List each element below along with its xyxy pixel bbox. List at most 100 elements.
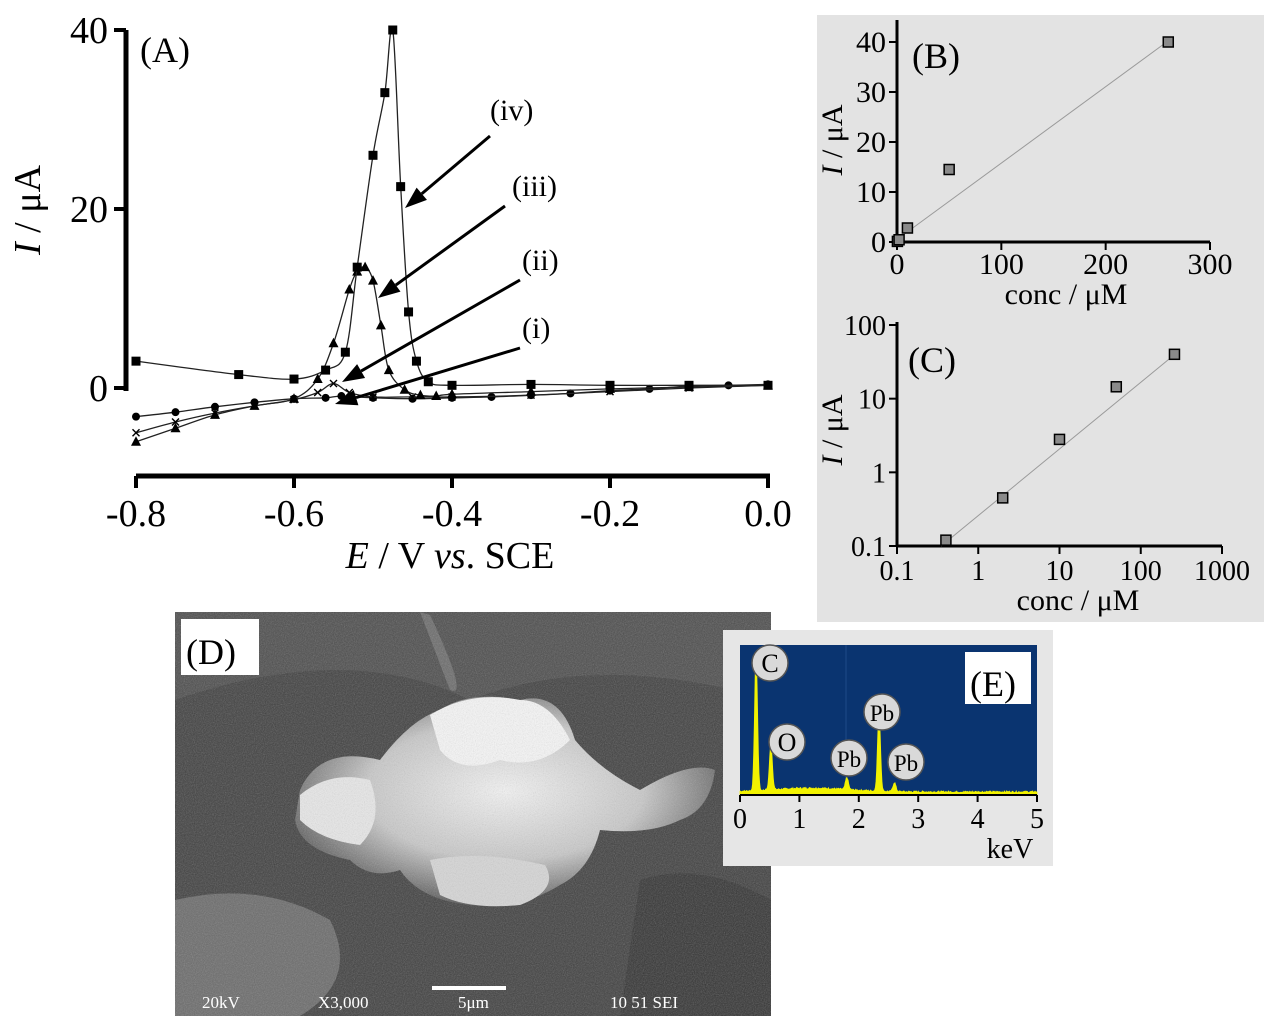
panel-c-y-tick-label: 1 (872, 458, 886, 489)
panel-a-x-label: E / V vs. SCE (345, 535, 555, 577)
panel-e-peak-label: Pb (863, 693, 901, 731)
panel-a-point (411, 356, 421, 366)
sem-magnification: X3,000 (318, 993, 369, 1012)
panel-e-x-tick-label: 5 (1030, 804, 1044, 835)
panel-a-point (399, 384, 410, 394)
panel-a-point (423, 377, 433, 387)
sem-scale-label: 5μm (458, 993, 489, 1012)
panel-a-y-tick-label: 40 (70, 10, 108, 52)
panel-a-annotation: (iii) (512, 170, 557, 203)
panel-a-point (132, 412, 140, 421)
panel-a-point (404, 307, 414, 317)
panel-b-point (901, 222, 914, 234)
panel-a-point (408, 394, 417, 403)
panel-c-x-label: conc / μM (1017, 584, 1140, 617)
panel-a-point (289, 393, 299, 403)
panel-a-arrow (420, 134, 491, 195)
panel-a-point (321, 393, 330, 402)
panel-a-point (329, 379, 338, 388)
panel-a-point (396, 182, 406, 192)
panel-a-point (447, 380, 457, 390)
panel-a-point (171, 408, 180, 417)
panel-b-y-tick-label: 40 (856, 26, 886, 59)
panel-b-y-tick-label: 20 (856, 126, 886, 159)
panel-a-point (131, 356, 141, 366)
panel-a-x-tick-label: 0.0 (744, 493, 792, 535)
panel-a-point (526, 379, 536, 389)
panel-a-point (344, 284, 355, 294)
panel-a-point (312, 373, 323, 384)
panel-a-arrow (360, 278, 521, 373)
panel-e-x-tick-label: 4 (971, 804, 985, 835)
panel-a-point (289, 374, 299, 384)
panel-e-x-label: keV (987, 834, 1034, 865)
panel-a-point (388, 25, 398, 35)
panel-c-x-tick-label: 1000 (1194, 556, 1250, 587)
panel-a-label: (A) (140, 30, 190, 70)
panel-a-arrowhead (342, 364, 366, 382)
panel-a-point (368, 150, 378, 160)
panel-b-label: (B) (912, 36, 960, 76)
panel-c-background (817, 315, 1264, 622)
panel-c: 0.1 1 10 100 1000 0.1 1 10 100 (C) conc / μM I /… (816, 311, 1264, 622)
panel-e-x-tick-label: 1 (792, 804, 806, 835)
panel-c-y-tick-label: 0.1 (851, 532, 886, 563)
panel-c-fit-line (940, 350, 1180, 547)
panel-a-x-tick-label: -0.2 (580, 493, 640, 535)
panel-a-point (171, 418, 180, 427)
panel-a-x-tick-label: -0.4 (422, 493, 482, 535)
panel-b-x-tick-label: 200 (1083, 248, 1128, 281)
panel-a-arrow (355, 346, 521, 400)
panel-c-x-tick-label: 10 (1046, 556, 1074, 587)
panel-a-point (487, 392, 496, 401)
panel-a-arrowhead (405, 187, 427, 208)
panel-a-annotation: (i) (522, 312, 550, 345)
panel-a-point (375, 319, 386, 330)
panel-e-peak-label: Pb (887, 743, 925, 781)
panel-e-x-tick-label: 2 (852, 804, 866, 835)
panel-a-point (131, 436, 141, 446)
panel-a-point (431, 390, 442, 401)
panel-a-point (415, 389, 426, 400)
panel-c-x-tick-label: 100 (1120, 556, 1162, 587)
panel-c-point (1053, 433, 1066, 446)
panel-e-x-tick-label: 3 (911, 804, 925, 835)
panel-c-point (940, 534, 952, 546)
panel-c-x-tick-label: 1 (971, 556, 985, 587)
panel-c-y-tick-label: 10 (858, 385, 886, 416)
panel-a-annotation: (ii) (522, 244, 559, 277)
panel-d-label: (D) (186, 632, 236, 672)
panel-c-y-label: I / μA (816, 394, 849, 466)
panel-e-peak-label: C (751, 644, 789, 682)
panel-b-background (817, 15, 1264, 315)
panel-a-arrowhead (335, 389, 359, 406)
panel-a-point (380, 88, 390, 98)
panel-e-x-tick-label: 0 (733, 804, 747, 835)
panel-a-point (340, 347, 350, 357)
panel-a-point (526, 386, 536, 396)
panel-b-y-label: I / μA (816, 104, 849, 176)
panel-a: -0.8 -0.6 -0.4 -0.2 0.0 0 20 40 (i) (ii) (iii) (iv… (7, 10, 792, 577)
panel-b-fit-line (896, 36, 1174, 240)
panel-e-spectrum (739, 653, 1038, 796)
panel-e-peak-label: O (768, 723, 806, 761)
panel-b: 0 100 200 300 0 10 20 30 40 (B) conc / μM I / μA (816, 15, 1264, 315)
panel-b-x-tick-label: 0 (890, 248, 905, 281)
panel-b-y-tick-label: 0 (871, 226, 886, 259)
panel-b-y-tick-label: 10 (856, 176, 886, 209)
panel-a-point (170, 422, 181, 433)
panel-a-y-tick-label: 20 (70, 189, 108, 231)
panel-a-point (383, 364, 394, 375)
panel-b-x-tick-label: 300 (1188, 248, 1233, 281)
panel-c-label: (C) (908, 340, 956, 380)
panel-a-arrowhead (378, 278, 401, 298)
panel-a-y-label: I / μA (7, 164, 49, 256)
panel-a-point (605, 380, 615, 390)
panel-a-point (328, 337, 339, 348)
sem-voltage: 20kV (202, 993, 241, 1012)
panel-b-y-tick-label: 30 (856, 76, 886, 109)
panel-a-x-tick-label: -0.8 (106, 493, 166, 535)
panel-a-y-tick-label: 0 (89, 368, 108, 410)
panel-a-point (234, 370, 244, 380)
